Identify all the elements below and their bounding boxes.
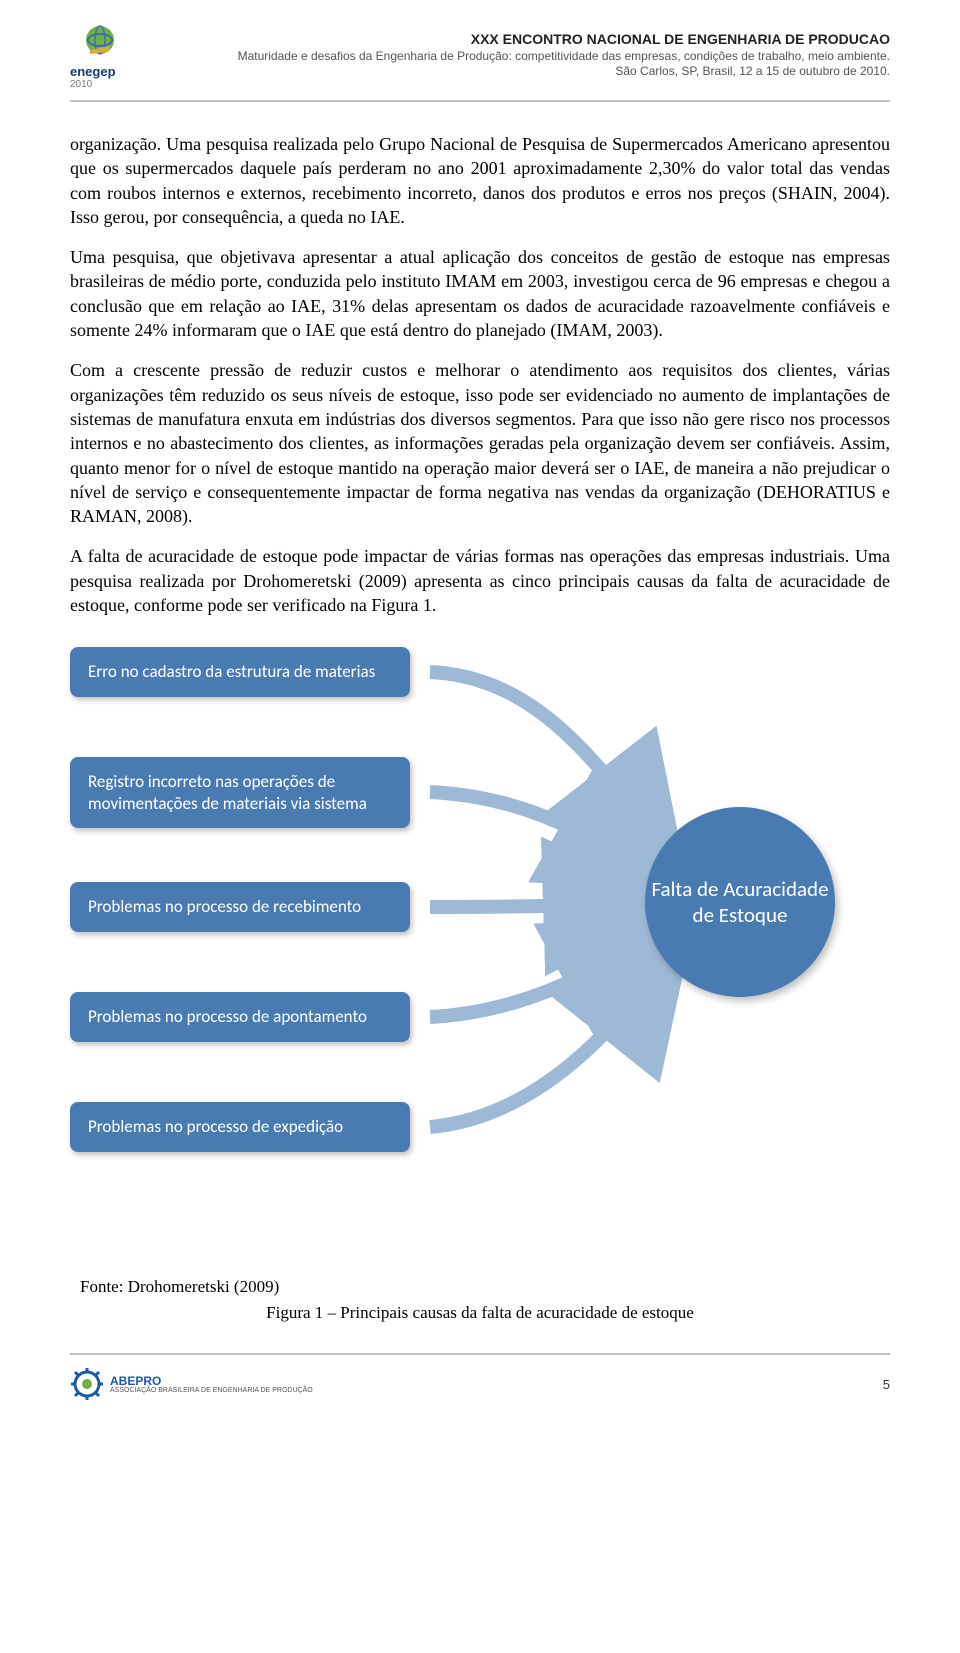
figure-caption: Figura 1 – Principais causas da falta de… [70, 1303, 890, 1323]
page-number: 5 [883, 1377, 890, 1392]
effect-circle-label: Falta de Acuracidade de Estoque [645, 876, 835, 929]
paragraph-4: A falta de acuracidade de estoque pode i… [70, 544, 890, 617]
cause-box-4: Problemas no processo de apontamento [70, 992, 410, 1041]
globe-icon [70, 20, 132, 68]
figure-source: Fonte: Drohomeretski (2009) [80, 1277, 890, 1297]
effect-circle: Falta de Acuracidade de Estoque [645, 807, 835, 997]
conference-location: São Carlos, SP, Brasil, 12 a 15 de outub… [238, 64, 890, 79]
page-footer: ABEPRO ASSOCIAÇÃO BRASILEIRA DE ENGENHAR… [70, 1353, 890, 1401]
abepro-gear-icon [70, 1367, 104, 1401]
abepro-logo-text: ABEPRO [110, 1375, 313, 1387]
conference-title: XXX ENCONTRO NACIONAL DE ENGENHARIA DE P… [238, 31, 890, 49]
figure-1: Erro no cadastro da estrutura de materia… [70, 647, 890, 1267]
conference-subtitle: Maturidade e desafios da Engenharia de P… [238, 49, 890, 64]
paragraph-2: Uma pesquisa, que objetivava apresentar … [70, 245, 890, 342]
cause-box-5: Problemas no processo de expedição [70, 1102, 410, 1151]
cause-box-1: Erro no cadastro da estrutura de materia… [70, 647, 410, 696]
abepro-logo: ABEPRO ASSOCIAÇÃO BRASILEIRA DE ENGENHAR… [70, 1367, 313, 1401]
abepro-logo-sub: ASSOCIAÇÃO BRASILEIRA DE ENGENHARIA DE P… [110, 1387, 313, 1394]
page-header: enegep 2010 XXX ENCONTRO NACIONAL DE ENG… [70, 20, 890, 102]
paragraph-1: organização. Uma pesquisa realizada pelo… [70, 132, 890, 229]
enegep-logo-year: 2010 [70, 79, 132, 90]
header-text-block: XXX ENCONTRO NACIONAL DE ENGENHARIA DE P… [238, 31, 890, 79]
cause-box-2: Registro incorreto nas operações de movi… [70, 757, 410, 828]
enegep-logo: enegep 2010 [70, 20, 132, 90]
cause-box-3: Problemas no processo de recebimento [70, 882, 410, 931]
paragraph-3: Com a crescente pressão de reduzir custo… [70, 358, 890, 528]
enegep-logo-text: enegep [70, 64, 132, 79]
